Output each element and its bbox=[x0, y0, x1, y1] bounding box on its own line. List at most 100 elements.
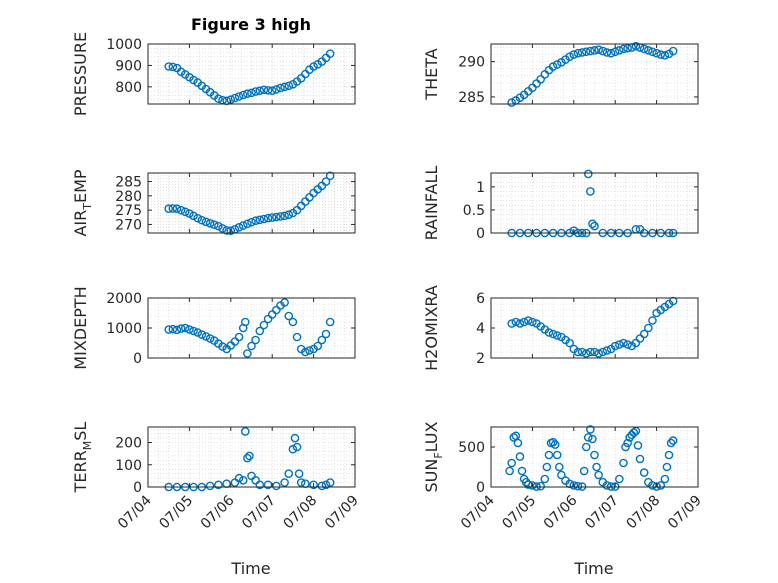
data-point bbox=[263, 314, 273, 324]
data-point bbox=[507, 98, 517, 107]
data-point bbox=[517, 466, 527, 476]
data-point bbox=[639, 329, 649, 339]
data-point bbox=[197, 215, 207, 225]
data-point bbox=[255, 215, 265, 225]
data-point bbox=[267, 213, 277, 222]
data-point bbox=[288, 317, 298, 327]
data-point bbox=[272, 212, 281, 222]
data-point bbox=[660, 50, 670, 60]
data-point bbox=[284, 210, 294, 220]
data-point bbox=[168, 204, 178, 213]
data-point bbox=[583, 433, 593, 442]
data-point bbox=[243, 219, 252, 229]
y-tick-label: 0.5 bbox=[463, 203, 485, 219]
figure-title: Figure 3 high bbox=[191, 15, 311, 34]
data-point bbox=[588, 434, 597, 444]
data-point bbox=[540, 474, 550, 484]
data-point bbox=[172, 204, 182, 214]
data-point bbox=[579, 466, 589, 476]
x-tick-label: 07/06 bbox=[198, 492, 238, 532]
axes-frame bbox=[490, 43, 699, 105]
axes-frame bbox=[490, 426, 699, 488]
y-axis-label: MIXDEPTH bbox=[71, 286, 90, 369]
data-point bbox=[317, 335, 327, 345]
data-point bbox=[633, 441, 643, 450]
data-point bbox=[635, 454, 645, 464]
data-point bbox=[662, 462, 672, 472]
data-point bbox=[240, 427, 250, 436]
data-point bbox=[550, 440, 560, 449]
y-tick-label: 285 bbox=[458, 90, 485, 106]
data-point bbox=[511, 317, 521, 327]
data-point bbox=[590, 347, 599, 357]
y-axis-label: PRESSURE bbox=[71, 32, 90, 116]
data-point bbox=[590, 221, 599, 231]
data-point bbox=[263, 85, 273, 95]
y-tick-label: 2000 bbox=[106, 291, 142, 307]
data-point bbox=[586, 347, 595, 357]
data-point bbox=[590, 450, 599, 460]
data-point bbox=[205, 334, 215, 343]
data-point bbox=[164, 204, 173, 214]
data-point bbox=[635, 334, 645, 343]
data-point bbox=[201, 332, 211, 341]
data-point bbox=[581, 349, 591, 358]
data-point bbox=[623, 340, 632, 349]
subplot-mixdepth: 0 1000 2000 MIXDEPTH bbox=[71, 286, 356, 370]
data-point bbox=[629, 428, 639, 437]
data-point bbox=[656, 50, 666, 59]
data-point bbox=[536, 74, 545, 84]
data-point bbox=[176, 205, 186, 215]
data-point bbox=[267, 86, 277, 96]
y-tick-label: 270 bbox=[115, 217, 142, 233]
data-point bbox=[602, 48, 612, 57]
data-point bbox=[606, 48, 616, 58]
data-point bbox=[598, 46, 608, 56]
data-point bbox=[185, 209, 194, 218]
y-axis-label: H2OMIXRA bbox=[422, 285, 441, 371]
y-tick-label: 4 bbox=[476, 321, 485, 337]
data-point bbox=[180, 207, 190, 217]
data-point bbox=[251, 335, 260, 345]
y-tick-label: 6 bbox=[476, 291, 485, 307]
data-point bbox=[272, 481, 281, 491]
data-point bbox=[259, 85, 269, 95]
data-point bbox=[610, 341, 620, 351]
data-point bbox=[668, 296, 678, 306]
data-point bbox=[234, 222, 244, 232]
data-point bbox=[586, 425, 595, 434]
data-point bbox=[234, 473, 244, 483]
data-point bbox=[619, 44, 628, 54]
data-point bbox=[209, 220, 219, 230]
axes-frame bbox=[147, 172, 356, 234]
data-point bbox=[664, 450, 674, 460]
data-point bbox=[325, 317, 335, 327]
data-point bbox=[259, 320, 269, 330]
y-tick-label: 0 bbox=[476, 480, 485, 496]
data-point bbox=[573, 48, 583, 58]
data-point bbox=[569, 50, 579, 59]
data-point bbox=[243, 453, 252, 463]
data-point bbox=[623, 43, 632, 53]
data-point bbox=[544, 450, 554, 460]
data-point bbox=[325, 171, 335, 181]
y-tick-label: 285 bbox=[115, 175, 142, 191]
x-tick-label: 07/05 bbox=[499, 493, 539, 533]
data-point bbox=[619, 458, 628, 468]
subplot-pressure: 800 900 1000 PRESSURE bbox=[71, 32, 356, 116]
data-point bbox=[280, 82, 289, 92]
data-point bbox=[573, 347, 583, 357]
data-point bbox=[168, 62, 178, 72]
y-tick-label: 800 bbox=[115, 80, 142, 96]
data-point bbox=[321, 480, 331, 490]
data-point bbox=[255, 86, 265, 96]
data-point bbox=[515, 319, 525, 328]
x-tick-label: 07/04 bbox=[115, 492, 155, 532]
data-point bbox=[540, 70, 550, 79]
data-point bbox=[218, 224, 227, 233]
y-tick-label: 900 bbox=[115, 58, 142, 74]
data-point bbox=[234, 332, 244, 342]
data-point bbox=[565, 52, 574, 62]
data-point bbox=[581, 442, 591, 452]
